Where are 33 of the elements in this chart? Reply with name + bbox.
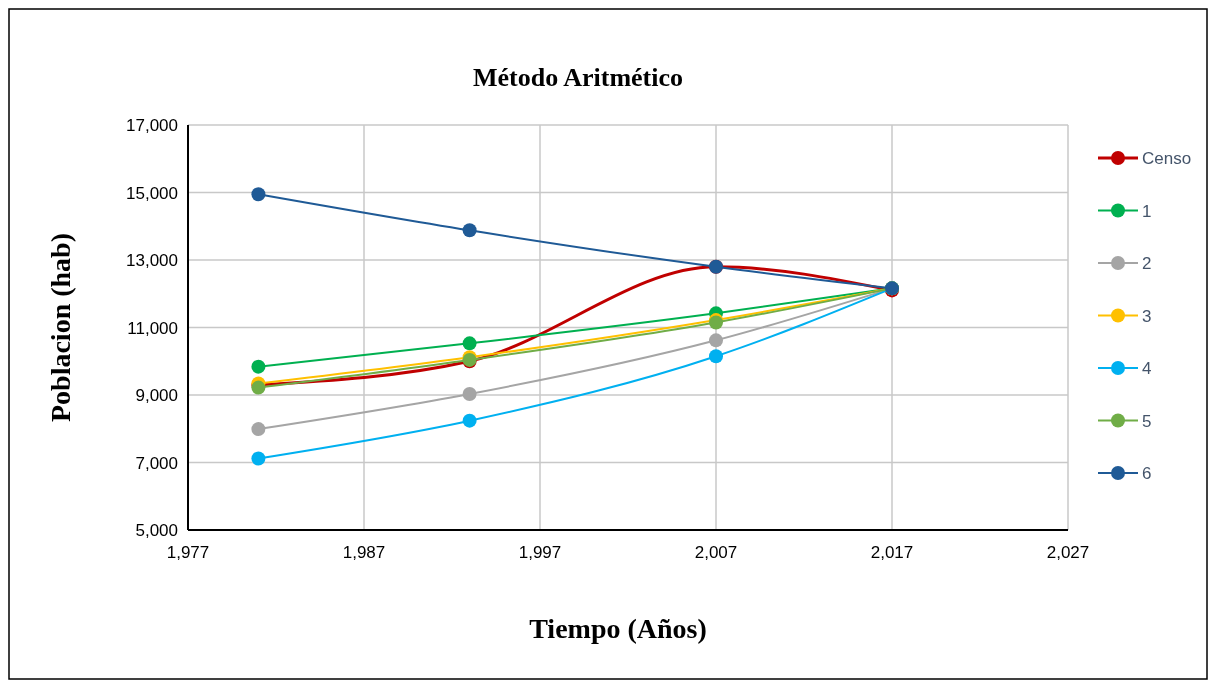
y-tick-label: 17,000 xyxy=(126,116,178,135)
point xyxy=(462,386,477,401)
point xyxy=(251,422,266,437)
legend-label: 6 xyxy=(1142,464,1152,483)
y-tick-label: 13,000 xyxy=(126,251,178,270)
y-axis-title: Poblacion (hab) xyxy=(45,232,76,423)
point xyxy=(709,349,723,364)
legend-label: 2 xyxy=(1142,254,1152,273)
x-axis-title: Tiempo (Años) xyxy=(529,613,707,644)
x-tick-label: 1,977 xyxy=(166,543,210,562)
x-tick-label: 1,997 xyxy=(518,543,562,562)
y-tick-label: 15,000 xyxy=(126,183,178,203)
point xyxy=(709,333,723,348)
legend-label: 1 xyxy=(1142,201,1152,221)
legend-label: Censo xyxy=(1142,149,1192,168)
point xyxy=(251,359,266,374)
chart-title: Método Aritmético xyxy=(472,63,684,92)
y-tick-label: 9,000 xyxy=(135,386,178,405)
point xyxy=(251,451,266,466)
legend-label: 5 xyxy=(1142,411,1152,431)
point xyxy=(251,187,266,202)
y-tick-label: 11,000 xyxy=(127,318,178,338)
legend-label: 3 xyxy=(1142,306,1152,326)
x-tick-label: 2,017 xyxy=(870,543,914,562)
x-tick-label: 2,007 xyxy=(694,543,738,562)
y-tick-label: 5,000 xyxy=(135,521,178,540)
x-tick-label: 2,027 xyxy=(1046,543,1090,562)
legend-label: 4 xyxy=(1142,359,1152,378)
x-tick-label: 1,987 xyxy=(342,543,386,562)
y-tick-label: 7,000 xyxy=(135,453,178,473)
point xyxy=(462,336,477,351)
point xyxy=(462,413,477,428)
point xyxy=(462,223,477,238)
